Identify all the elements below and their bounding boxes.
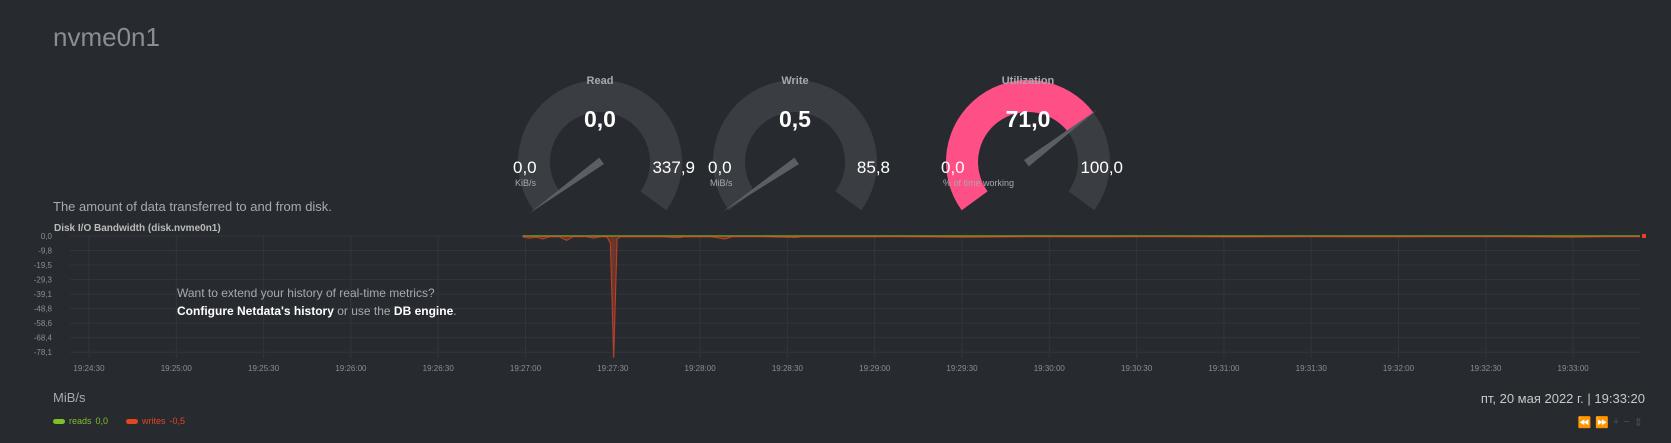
x-tick-label: 19:32:00: [1383, 364, 1415, 373]
y-tick-label: -29,3: [34, 276, 53, 285]
y-tick-label: 0,0: [41, 232, 53, 241]
utilization-gauge[interactable]: Utilization 71,0 0,0 100,0 % of time wor…: [933, 70, 1123, 211]
gauge-title: Utilization: [1001, 75, 1055, 87]
y-tick-label: -48,8: [34, 305, 53, 314]
gauge-units: % of time working: [943, 178, 1015, 188]
gauge-title: Read: [586, 75, 614, 87]
x-tick-label: 19:26:30: [423, 364, 455, 373]
gauge-units: KiB/s: [515, 178, 537, 188]
gauge-units: MiB/s: [710, 178, 733, 188]
write-gauge-dial: [713, 79, 877, 212]
y-tick-label: -39,1: [34, 290, 53, 299]
x-tick-label: 19:31:30: [1296, 364, 1328, 373]
x-tick-label: 19:24:30: [73, 364, 105, 373]
legend-value: -0,5: [169, 416, 186, 426]
write-gauge[interactable]: Write 0,5 0,0 85,8 MiB/s: [700, 70, 890, 212]
zoom-out-icon[interactable]: −: [1623, 416, 1630, 428]
legend-label: writes: [142, 416, 166, 426]
x-tick-label: 19:29:30: [946, 364, 978, 373]
gauge-max: 100,0: [1080, 158, 1123, 177]
db-engine-link[interactable]: DB engine: [393, 304, 454, 318]
history-message-end: .: [453, 304, 457, 318]
latest-value-marker: [1642, 234, 1646, 238]
gauge-value: 71,0: [1005, 106, 1051, 132]
series-line-writes[interactable]: [523, 237, 1640, 358]
zoom-in-icon[interactable]: +: [1612, 416, 1620, 428]
gauge-max: 337,9: [652, 158, 695, 177]
gauge-min: 0,0: [941, 158, 965, 177]
chart-title: Disk I/O Bandwidth (disk.nvme0n1): [54, 223, 221, 234]
x-tick-label: 19:28:00: [685, 364, 717, 373]
history-message-mid: or use the: [333, 304, 394, 318]
x-tick-label: 19:30:00: [1034, 364, 1066, 373]
legend-swatch-writes: [126, 418, 139, 424]
x-tick-label: 19:28:30: [772, 364, 804, 373]
y-tick-label: -9,8: [38, 247, 52, 256]
legend-item-writes[interactable]: writes -0,5: [126, 416, 185, 426]
y-tick-label: -58,6: [34, 319, 53, 328]
read-gauge[interactable]: Read 0,0 0,0 337,9 KiB/s: [505, 70, 695, 214]
gauge-track: [518, 79, 682, 211]
y-tick-label: -68,4: [34, 334, 53, 343]
x-tick-label: 19:30:30: [1121, 364, 1153, 373]
chart-description: The amount of data transferred to and fr…: [53, 199, 332, 214]
y-tick-label: -78,1: [34, 348, 53, 357]
gauge-needle: [1023, 108, 1099, 167]
device-title: nvme0n1: [53, 22, 160, 52]
x-tick-label: 19:29:00: [859, 364, 891, 373]
series-area-writes: [522, 236, 1641, 358]
gauge-value: 0,5: [779, 106, 811, 132]
x-tick-label: 19:32:30: [1470, 364, 1502, 373]
gauge-min: 0,0: [513, 158, 537, 177]
x-tick-label: 19:25:30: [248, 364, 280, 373]
gauge-fill: [946, 80, 1094, 211]
pan-left-icon[interactable]: ⏪: [1577, 417, 1592, 429]
x-tick-label: 19:27:00: [510, 364, 542, 373]
chart-toolbar: ⏪ ⏩ + − ⇕: [1578, 416, 1644, 429]
timestamp: пт, 20 мая 2022 г. | 19:33:20: [1480, 391, 1645, 406]
history-message: Want to extend your history of real-time…: [177, 284, 457, 320]
x-tick-label: 19:26:00: [335, 364, 367, 373]
gauge-value: 0,0: [584, 106, 616, 132]
x-tick-label: 19:25:00: [161, 364, 193, 373]
gauge-min: 0,0: [708, 158, 732, 177]
gauge-track: [713, 79, 877, 211]
resize-icon[interactable]: ⇕: [1633, 417, 1643, 429]
gauge-title: Write: [781, 75, 809, 87]
utilization-gauge-dial: [946, 79, 1110, 211]
pan-right-icon[interactable]: ⏩: [1595, 417, 1609, 429]
legend-item-reads[interactable]: reads 0,0: [53, 416, 108, 426]
read-gauge-dial: [518, 79, 682, 214]
units-label: MiB/s: [53, 390, 86, 405]
legend-value: 0,0: [95, 416, 109, 426]
bandwidth-chart[interactable]: 0,0 -9,8 -19,5 -29,3 -39,1 -48,8 -58,6 -68,4 -78…: [0, 228, 1671, 398]
legend-label: reads: [69, 416, 92, 426]
gauge-max: 85,8: [856, 158, 890, 177]
gauge-needle: [528, 157, 604, 214]
legend-swatch-reads: [53, 418, 65, 424]
history-message-text: Want to extend your history of real-time…: [177, 286, 435, 300]
x-tick-label: 19:27:30: [597, 364, 629, 373]
legend: reads 0,0 writes -0,5: [53, 416, 185, 426]
x-tick-label: 19:31:00: [1208, 364, 1240, 373]
x-tick-label: 19:33:00: [1558, 364, 1590, 373]
gauge-needle: [722, 157, 799, 212]
y-tick-label: -19,5: [34, 261, 53, 270]
configure-history-link[interactable]: Configure Netdata's history: [177, 304, 334, 318]
